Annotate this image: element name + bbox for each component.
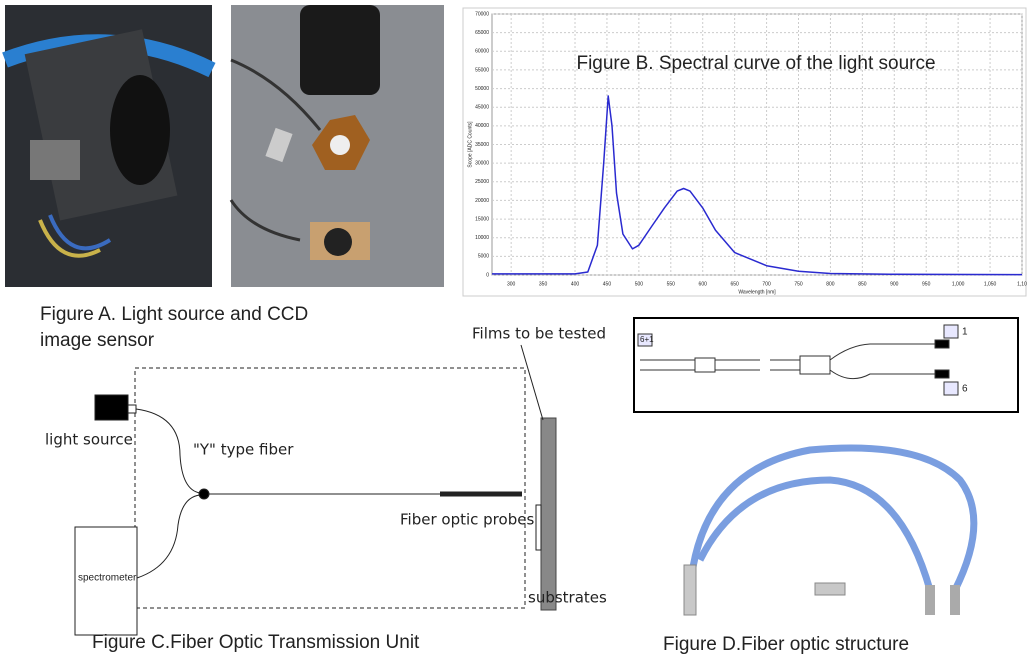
x-tick-label: 500 — [635, 281, 644, 287]
spectrometer-label: spectrometer — [78, 573, 137, 584]
x-tick-label: 1,050 — [984, 281, 997, 287]
y-tick-label: 25000 — [475, 179, 489, 185]
probes-label: Fiber optic probes — [400, 511, 534, 529]
x-tick-label: 350 — [539, 281, 548, 287]
structure-label: 1 — [962, 327, 968, 338]
x-tick-label: 1,000 — [952, 281, 965, 287]
x-tick-label: 900 — [890, 281, 899, 287]
photo-ccd — [2, 5, 216, 287]
figure-a-caption: image sensor — [40, 330, 155, 351]
photo-fiber — [683, 444, 978, 616]
structure-label: 6+1 — [640, 335, 654, 344]
x-tick-label: 950 — [922, 281, 931, 287]
x-tick-label: 800 — [826, 281, 835, 287]
y-tick-label: 60000 — [475, 49, 489, 55]
figure-c-caption: Figure C.Fiber Optic Transmission Unit — [92, 632, 420, 653]
x-tick-label: 850 — [858, 281, 867, 287]
fiber-label: "Y" type fiber — [193, 441, 294, 459]
y-tick-label: 30000 — [475, 160, 489, 166]
fiber-diagram — [74, 344, 557, 636]
y-tick-label: 35000 — [475, 142, 489, 148]
x-tick-label: 400 — [571, 281, 580, 287]
y-tick-label: 15000 — [475, 216, 489, 222]
y-tick-label: 20000 — [475, 198, 489, 204]
light-source-label: light source — [45, 431, 133, 449]
y-tick-label: 10000 — [475, 235, 489, 241]
figure-d-caption: Figure D.Fiber optic structure — [663, 634, 909, 655]
y-tick-label: 55000 — [475, 67, 489, 73]
x-tick-label: 700 — [762, 281, 771, 287]
chart-title: Figure B. Spectral curve of the light so… — [576, 53, 935, 74]
figure-a-caption: Figure A. Light source and CCD — [40, 304, 308, 325]
spectral-chart: 0 5000 10000 15000 20000 25000 30000 35000 40000… — [467, 11, 1027, 295]
x-axis-label: Wavelength [nm] — [738, 289, 776, 295]
x-tick-label: 1,10 — [1017, 281, 1027, 287]
y-tick-label: 70000 — [475, 11, 489, 17]
spectrum-line — [492, 95, 1023, 276]
photo-light-source — [229, 5, 444, 287]
y-tick-label: 45000 — [475, 105, 489, 111]
x-tick-label: 300 — [507, 281, 516, 287]
y-tick-label: 5000 — [478, 254, 489, 260]
structure-label: 6 — [962, 384, 968, 395]
x-tick-label: 550 — [667, 281, 676, 287]
y-tick-label: 0 — [486, 272, 489, 278]
y-tick-label: 50000 — [475, 86, 489, 92]
x-tick-label: 750 — [794, 281, 803, 287]
films-label: Films to be tested — [472, 325, 606, 343]
fiber-structure — [633, 317, 1019, 413]
x-tick-label: 650 — [730, 281, 739, 287]
y-tick-label: 65000 — [475, 30, 489, 36]
x-tick-label: 600 — [699, 281, 708, 287]
substrates-label: substrates — [528, 589, 607, 607]
y-axis-label: Scope [ADC Counts] — [467, 121, 473, 168]
y-tick-label: 40000 — [475, 123, 489, 129]
x-tick-label: 450 — [603, 281, 612, 287]
